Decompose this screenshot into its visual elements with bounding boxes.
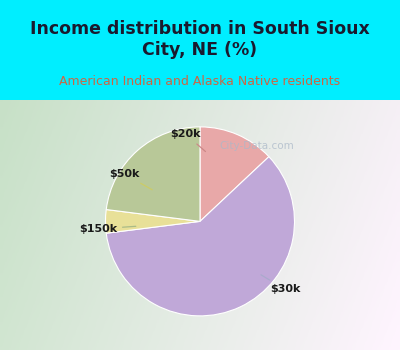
Text: City-Data.com: City-Data.com — [219, 141, 294, 151]
Wedge shape — [106, 127, 200, 222]
Text: $20k: $20k — [170, 130, 206, 152]
Text: American Indian and Alaska Native residents: American Indian and Alaska Native reside… — [60, 75, 340, 88]
Text: $30k: $30k — [261, 275, 300, 294]
Wedge shape — [106, 157, 294, 316]
Wedge shape — [200, 127, 269, 222]
Text: $50k: $50k — [109, 169, 152, 190]
Wedge shape — [106, 210, 200, 233]
Text: $150k: $150k — [79, 224, 136, 234]
Text: Income distribution in South Sioux
City, NE (%): Income distribution in South Sioux City,… — [30, 20, 370, 60]
